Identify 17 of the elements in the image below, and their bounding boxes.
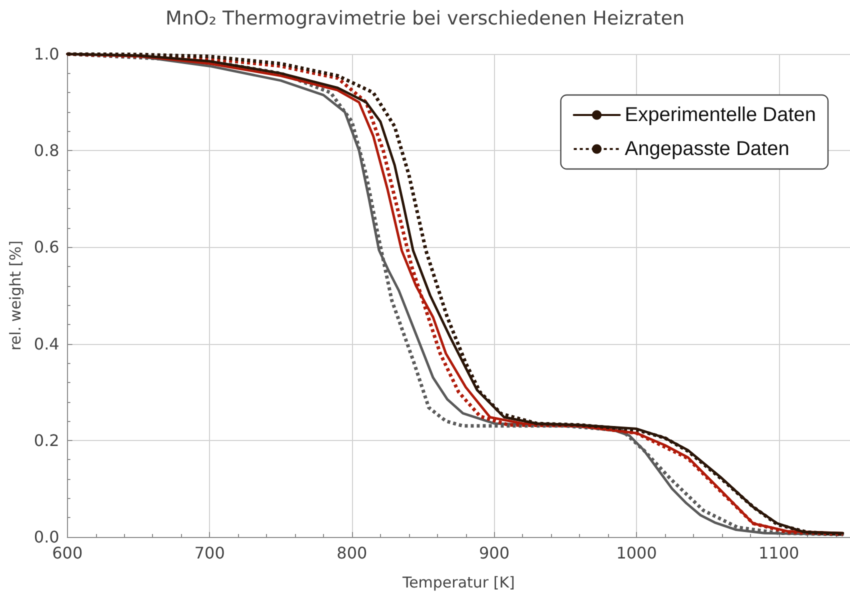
chart-title: MnO₂ Thermogravimetrie bei verschiedenen Heizraten [165,8,685,30]
x-tick-label: 600 [52,544,83,562]
x-tick-label: 900 [478,544,510,562]
x-axis-title: Temperatur [K] [401,574,515,592]
y-axis-title: rel. weight [%] [6,240,24,351]
x-tick-label: 1100 [758,544,800,562]
x-tick-label: 800 [336,544,368,562]
y-tick-label: 0.8 [34,141,60,160]
legend-label: Angepasste Daten [624,138,790,160]
y-tick-label: 0.6 [34,238,60,257]
y-tick-label: 1.0 [34,44,60,64]
y-tick-label: 0.0 [34,528,60,546]
x-tick-label: 700 [194,544,225,562]
legend-label: Experimentelle Daten [624,104,816,126]
y-tick-label: 0.4 [34,334,60,354]
x-tick-label: 1000 [616,544,657,562]
y-tick-label: 0.2 [34,430,60,450]
